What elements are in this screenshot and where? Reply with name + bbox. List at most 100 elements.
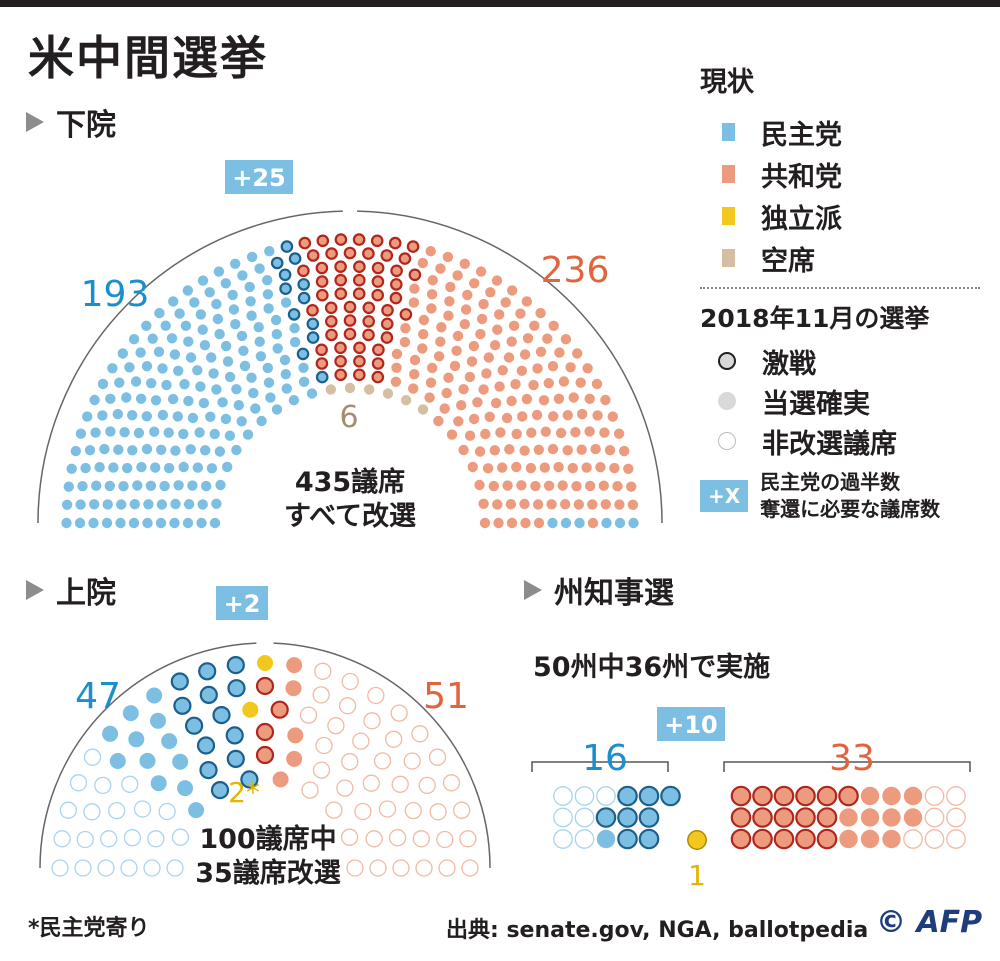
- house-seat-dem: [127, 445, 138, 456]
- house-seat-dem: [156, 499, 168, 510]
- house-seat-dem: [197, 275, 209, 286]
- house-seat-dem: [230, 319, 241, 330]
- house-seat-rep: [427, 275, 438, 286]
- house-seat-dem: [192, 462, 203, 473]
- governor-dem-seat-demN: [553, 807, 573, 828]
- house-seat-dem: [197, 499, 208, 510]
- house-seat-dem: [167, 393, 179, 405]
- legend-swatch: [722, 249, 735, 267]
- senate-seat-demN: [83, 803, 101, 821]
- house-seat-repC: [408, 268, 422, 282]
- house-seat-rep: [425, 246, 436, 257]
- house-seat-dem: [209, 517, 221, 529]
- house-seat-repC: [371, 261, 385, 275]
- house-seat-repC: [353, 354, 366, 368]
- house-seat-rep: [548, 411, 559, 422]
- governor-rep-seat-rep: [882, 786, 901, 806]
- house-seat-rep: [502, 480, 513, 491]
- senate-seat-repN: [429, 803, 447, 821]
- senate-seat-demN: [94, 776, 112, 795]
- governor-rep-seat-repN: [946, 786, 966, 806]
- governor-rep-seat-repC: [773, 828, 795, 850]
- governor-rep-seat-rep: [882, 808, 901, 827]
- house-seat-repC: [306, 303, 319, 317]
- senate-seat-demN: [83, 748, 102, 766]
- house-seat-rep: [529, 320, 540, 331]
- house-seat-rep: [562, 445, 573, 456]
- house-seat-rep: [575, 377, 586, 388]
- house-seat-rep: [547, 361, 559, 372]
- house-seat-rep: [587, 517, 599, 529]
- house-seat-rep: [443, 372, 454, 383]
- house-seat-dem: [155, 517, 167, 529]
- senate-seat-repN: [461, 859, 479, 877]
- house-seat-repC: [380, 317, 394, 331]
- house-seats: [61, 233, 639, 529]
- senate-seat-repN: [312, 686, 330, 704]
- house-seat-rep: [560, 334, 572, 345]
- house-seat-dem: [179, 379, 190, 390]
- house-seat-dem: [215, 479, 226, 491]
- house-seat-dem: [66, 463, 77, 474]
- house-seat-repC: [362, 328, 375, 342]
- senate-arc-outline: [39, 642, 491, 869]
- house-seat-rep: [604, 445, 616, 456]
- house-seat-rep: [493, 517, 504, 529]
- house-seat-dem: [150, 395, 162, 406]
- house-seat-dem: [127, 410, 138, 421]
- house-seat-dem: [289, 323, 300, 334]
- house-seat-dem: [211, 498, 222, 509]
- house-seat-dem: [102, 499, 113, 510]
- house-seat-rep: [468, 340, 480, 352]
- house-seat-demC: [287, 308, 301, 321]
- house-seat-rep: [557, 480, 568, 491]
- house-seat-dem: [270, 314, 282, 326]
- house-seat-rep: [442, 251, 454, 263]
- house-seat-dem: [196, 517, 207, 529]
- senate-seat-repN: [354, 802, 372, 821]
- house-seat-dem: [74, 517, 86, 529]
- house-seat-vac: [344, 382, 356, 394]
- house-seat-dem: [163, 427, 174, 438]
- house-seat-demC: [280, 240, 294, 253]
- house-seat-repC: [343, 300, 357, 314]
- house-seat-dem: [256, 415, 267, 427]
- governor-dem-seat-demC: [617, 828, 638, 850]
- house-seat-dem: [194, 427, 205, 438]
- house-seat-repC: [362, 315, 375, 328]
- senate-seat-repN: [336, 779, 354, 797]
- house-seat-rep: [598, 480, 609, 491]
- house-seat-repC: [371, 288, 384, 302]
- senate-seat-dem: [177, 780, 194, 797]
- house-seat-repC: [352, 273, 366, 287]
- house-seat-dem: [143, 499, 154, 510]
- house-seat-rep: [585, 480, 596, 492]
- house-seat-rep: [560, 499, 571, 510]
- house-seat-dem: [84, 445, 96, 456]
- legend-item-independent: 独立派: [700, 195, 990, 237]
- house-seat-dem: [263, 377, 275, 388]
- house-seat-dem: [182, 517, 194, 529]
- house-seat-rep: [481, 368, 492, 379]
- house-seat-rep: [408, 297, 420, 308]
- governor-rep-seat-repC: [795, 807, 816, 828]
- house-seat-rep: [426, 303, 437, 314]
- senate-seat-demN: [171, 828, 190, 846]
- house-seat-rep: [553, 393, 565, 404]
- house-seat-rep: [408, 383, 419, 394]
- house-seat-repC: [315, 275, 329, 288]
- governor-dem-seat-demN: [553, 829, 573, 849]
- house-seat-dem: [272, 343, 283, 354]
- senate-dem-count: 47: [75, 676, 121, 717]
- governor-seat-ind: [687, 830, 707, 850]
- house-seat-rep: [592, 410, 603, 421]
- senate-seat-demC: [227, 679, 246, 698]
- senate-seat-repN: [390, 704, 408, 722]
- house-seat-dem: [118, 481, 129, 492]
- house-seat-dem: [141, 361, 153, 372]
- house-seat-rep: [506, 395, 517, 407]
- house-seat-dem: [89, 499, 100, 510]
- house-seat-rep: [576, 444, 587, 455]
- governor-rep-seat-repN: [924, 807, 945, 828]
- house-seat-rep: [497, 462, 508, 473]
